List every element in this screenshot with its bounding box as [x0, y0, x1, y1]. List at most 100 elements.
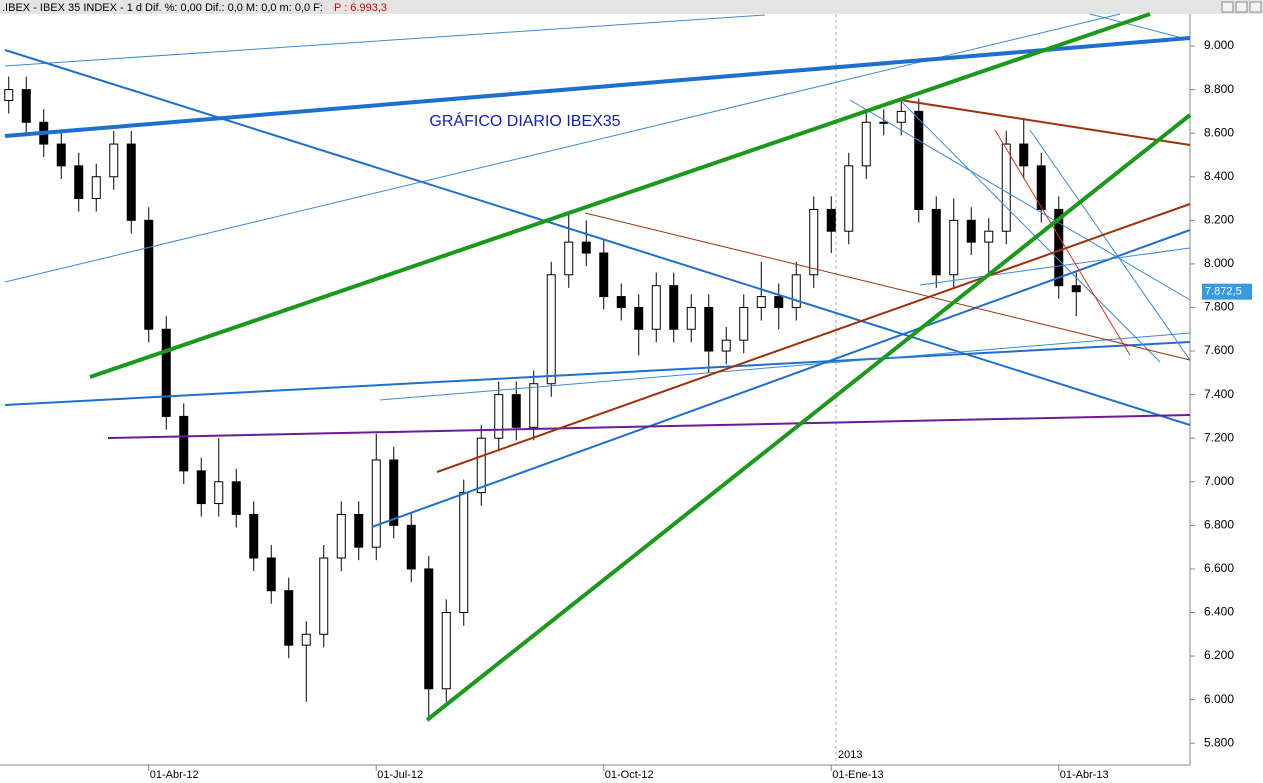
candle-body [91, 176, 101, 200]
candle-body [774, 296, 784, 308]
x-tick-label: 01-Abr-12 [150, 769, 199, 781]
header-bar [0, 0, 1263, 14]
x-tick-label: 01-Oct-12 [605, 769, 654, 781]
trend-line [371, 229, 1191, 528]
candle-body [214, 481, 224, 505]
candle-body [161, 328, 171, 417]
candle-body [529, 383, 539, 428]
candle-body [109, 143, 119, 178]
trend-line [379, 332, 1191, 401]
last-price-label: 7.872,5 [1205, 286, 1242, 298]
year-annotation: 2013 [838, 749, 862, 761]
trend-line [89, 12, 1151, 379]
candle-body [949, 219, 959, 276]
candle-body [511, 394, 521, 428]
trend-line [4, 341, 1191, 406]
candle-body [791, 274, 801, 308]
candle-body [354, 513, 364, 548]
trend-line [899, 99, 1161, 363]
candle-body [826, 208, 836, 232]
close-button[interactable] [1249, 1, 1262, 13]
trend-line [107, 414, 1191, 439]
y-tick-label: 7.400 [1204, 387, 1234, 401]
window-buttons [1221, 1, 1262, 13]
candle-body [249, 513, 259, 559]
trend-line [4, 49, 1191, 426]
candle-body [494, 394, 504, 439]
candle-body [1054, 208, 1064, 287]
candle-body [616, 296, 626, 308]
y-tick-label: 5.800 [1204, 735, 1234, 749]
header-text: .IBEX - IBEX 35 INDEX - 1 d Dif. %: 0,00… [2, 2, 323, 14]
trend-line [4, 36, 1191, 138]
y-tick-label: 8.200 [1204, 212, 1234, 226]
candle-body [21, 89, 31, 123]
trend-line [994, 129, 1131, 356]
candle-body [914, 110, 924, 210]
y-tick-label: 6.400 [1204, 605, 1234, 619]
trend-line [849, 99, 1191, 301]
candle-body [371, 459, 381, 548]
candle-body [651, 285, 661, 330]
candle-body [739, 306, 749, 341]
trend-line [436, 203, 1191, 473]
candle-body [756, 296, 766, 308]
candle-body [984, 230, 994, 243]
candle-body [809, 208, 819, 276]
candle-body [441, 611, 451, 690]
trend-line [425, 113, 1192, 722]
candle-body [564, 241, 574, 276]
y-tick-label: 9.000 [1204, 38, 1234, 52]
candle-body [459, 492, 469, 613]
y-tick-label: 6.000 [1204, 692, 1234, 706]
candle-body [406, 524, 416, 570]
last-price-box [1202, 283, 1252, 300]
candle-body [231, 481, 241, 515]
maximize-button[interactable] [1235, 1, 1248, 13]
trend-line [1089, 13, 1191, 41]
candle-body [861, 121, 871, 167]
candle-body [56, 143, 66, 167]
x-tick-label: 01-Jul-12 [377, 769, 423, 781]
candle-body [1001, 143, 1011, 232]
y-tick-label: 7.200 [1204, 430, 1234, 444]
trend-lines [4, 12, 1192, 722]
y-tick-label: 6.600 [1204, 561, 1234, 575]
y-tick-label: 6.200 [1204, 648, 1234, 662]
candle-body [879, 121, 889, 124]
candle-body [634, 306, 644, 330]
y-tick-label: 8.600 [1204, 125, 1234, 139]
candle-body [896, 110, 906, 123]
candle-body [266, 557, 276, 592]
y-tick-label: 8.800 [1204, 82, 1234, 96]
trend-line [1029, 129, 1191, 361]
trend-line [584, 212, 1191, 361]
trend-line [4, 14, 766, 67]
candle-body [844, 165, 854, 232]
candle-body [179, 415, 189, 472]
x-tick-label: 01-Ene-13 [832, 769, 883, 781]
candle-body [546, 274, 556, 385]
candle-body [931, 208, 941, 276]
candle-body [301, 633, 311, 646]
candle-body [581, 241, 591, 254]
candle-body [196, 470, 206, 505]
candle-body [1071, 285, 1081, 293]
chart-title: GRÁFICO DIARIO IBEX35 [429, 111, 620, 130]
candle-body [74, 165, 84, 200]
minimize-button[interactable] [1221, 1, 1234, 13]
candle-body [704, 306, 714, 352]
candle-body [1019, 143, 1029, 167]
x-tick-label: 01-Abr-13 [1060, 769, 1109, 781]
candle-body [144, 219, 154, 330]
y-tick-label: 7.800 [1204, 300, 1234, 314]
candle-body [284, 590, 294, 646]
trend-line [919, 247, 1191, 286]
candle-body [686, 306, 696, 330]
candle-body [721, 339, 731, 352]
candle-body [424, 568, 434, 690]
candle-body [389, 459, 399, 526]
candle-body [599, 252, 609, 298]
header-price: P : 6.993,3 [334, 2, 387, 14]
